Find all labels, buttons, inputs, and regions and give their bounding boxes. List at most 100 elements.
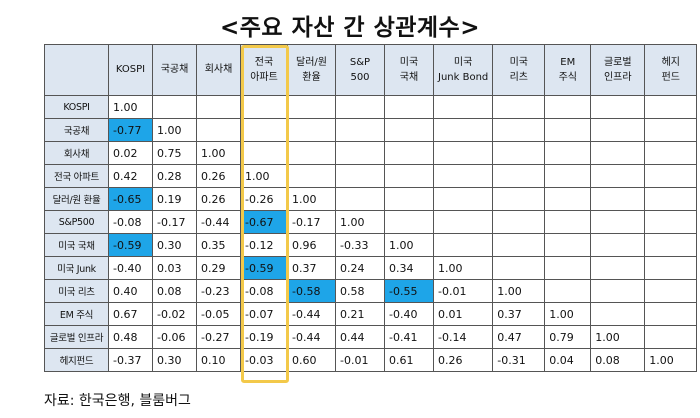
correlation-cell [287, 141, 336, 165]
correlation-cell: 0.08 [590, 348, 646, 372]
correlation-cell [432, 187, 494, 211]
correlation-cell [590, 256, 646, 280]
correlation-cell: 0.24 [335, 256, 385, 280]
correlation-cell [432, 233, 494, 257]
correlation-cell [152, 95, 197, 119]
correlation-cell [432, 118, 494, 142]
column-header: 국공채 [152, 44, 197, 96]
correlation-cell: 0.26 [196, 187, 241, 211]
row-header: 국공채 [44, 118, 109, 142]
correlation-cell [287, 95, 336, 119]
correlation-cell: 0.58 [335, 279, 385, 303]
column-header: EM 주식 [544, 44, 592, 96]
correlation-cell: -0.31 [492, 348, 546, 372]
correlation-cell [335, 141, 385, 165]
correlation-cell: 1.00 [492, 279, 546, 303]
column-header: 달러/원 환율 [287, 44, 336, 96]
correlation-cell [492, 210, 546, 234]
correlation-cell [590, 210, 646, 234]
correlation-cell [590, 164, 646, 188]
row-header: 미국 리츠 [44, 279, 109, 303]
column-header: KOSPI [108, 44, 153, 96]
correlation-cell: 0.26 [432, 348, 494, 372]
correlation-cell: -0.08 [108, 210, 153, 234]
correlation-cell [544, 256, 592, 280]
correlation-cell [335, 164, 385, 188]
correlation-cell [644, 279, 698, 303]
correlation-cell: 0.02 [108, 141, 153, 165]
correlation-cell: -0.37 [108, 348, 153, 372]
correlation-cell: 1.00 [544, 302, 592, 326]
source-note: 자료: 한국은행, 블룸버그 [44, 393, 191, 409]
correlation-cell: 0.08 [152, 279, 197, 303]
correlation-cell: -0.14 [432, 325, 494, 349]
correlation-cell [492, 164, 546, 188]
correlation-cell: -0.67 [240, 210, 288, 234]
correlation-cell: 0.48 [108, 325, 153, 349]
correlation-cell [644, 210, 698, 234]
correlation-cell: 0.44 [335, 325, 385, 349]
table-row: 헤지펀드 -0.37 0.30 0.10 -0.03 0.60 -0.01 0.61 0.26-… [44, 348, 698, 372]
correlation-cell: 0.28 [152, 164, 197, 188]
correlation-cell [384, 95, 434, 119]
table-row: 미국 리츠 0.40 0.08 -0.23 -0.08 -0.58 0.58 -0.55 -0.… [44, 279, 698, 303]
correlation-cell: -0.17 [152, 210, 197, 234]
column-header: 글로벌 인프라 [590, 44, 646, 96]
row-header: 달러/원 환율 [44, 187, 109, 211]
correlation-cell [492, 141, 546, 165]
correlation-cell [590, 233, 646, 257]
correlation-cell [590, 302, 646, 326]
correlation-cell [432, 210, 494, 234]
correlation-cell: 1.00 [152, 118, 197, 142]
correlation-cell: -0.05 [196, 302, 241, 326]
correlation-cell [335, 187, 385, 211]
correlation-cell: -0.55 [384, 279, 434, 303]
correlation-cell: 0.29 [196, 256, 241, 280]
correlation-cell [590, 279, 646, 303]
correlation-cell: -0.59 [108, 233, 153, 257]
correlation-cell: -0.44 [196, 210, 241, 234]
correlation-cell: 0.61 [384, 348, 434, 372]
correlation-cell: -0.02 [152, 302, 197, 326]
table-row: 전국 아파트 0.42 0.28 0.26 1.00 [44, 164, 698, 188]
table-row: 글로벌 인프라 0.48 -0.06 -0.27 -0.19 -0.44 0.44 -0.41… [44, 325, 698, 349]
row-header: 헤지펀드 [44, 348, 109, 372]
correlation-cell [492, 187, 546, 211]
correlation-cell [644, 302, 698, 326]
table-row: 미국 Junk -0.40 0.03 0.29 -0.59 0.37 0.24 0.34 1.0… [44, 256, 698, 280]
correlation-cell [196, 95, 241, 119]
correlation-cell [432, 141, 494, 165]
correlation-cell [644, 118, 698, 142]
correlation-cell [590, 187, 646, 211]
row-header: 미국 국채 [44, 233, 109, 257]
row-header: 글로벌 인프라 [44, 325, 109, 349]
correlation-cell [544, 95, 592, 119]
correlation-cell: 0.34 [384, 256, 434, 280]
correlation-cell: -0.03 [240, 348, 288, 372]
correlation-cell: -0.07 [240, 302, 288, 326]
correlation-cell [644, 233, 698, 257]
row-header: EM 주식 [44, 302, 109, 326]
correlation-cell: 0.26 [196, 164, 241, 188]
correlation-cell [644, 187, 698, 211]
column-header: 미국 Junk Bond [432, 44, 494, 96]
row-header: 미국 Junk [44, 256, 109, 280]
correlation-cell [492, 256, 546, 280]
page-title: <주요 자산 간 상관계수> [219, 15, 480, 41]
correlation-cell: -0.77 [108, 118, 153, 142]
correlation-cell [590, 95, 646, 119]
correlation-cell: 0.40 [108, 279, 153, 303]
correlation-cell: -0.01 [335, 348, 385, 372]
correlation-cell: -0.41 [384, 325, 434, 349]
correlation-cell: 0.21 [335, 302, 385, 326]
column-header: 전국 아파트 [240, 44, 288, 96]
correlation-table: KOSPI 국공채 회사채 전국 아파트 달러/원 환율 S&P 500 미국 국채 미국 Junk B… [44, 44, 698, 372]
correlation-cell: -0.17 [287, 210, 336, 234]
correlation-cell: -0.33 [335, 233, 385, 257]
correlation-cell: 1.00 [108, 95, 153, 119]
correlation-cell: 1.00 [240, 164, 288, 188]
correlation-cell [544, 210, 592, 234]
correlation-cell: 1.00 [644, 348, 698, 372]
column-header: 회사채 [196, 44, 241, 96]
table-row: EM 주식 0.67 -0.02 -0.05 -0.07 -0.44 0.21 -0.40 0.… [44, 302, 698, 326]
